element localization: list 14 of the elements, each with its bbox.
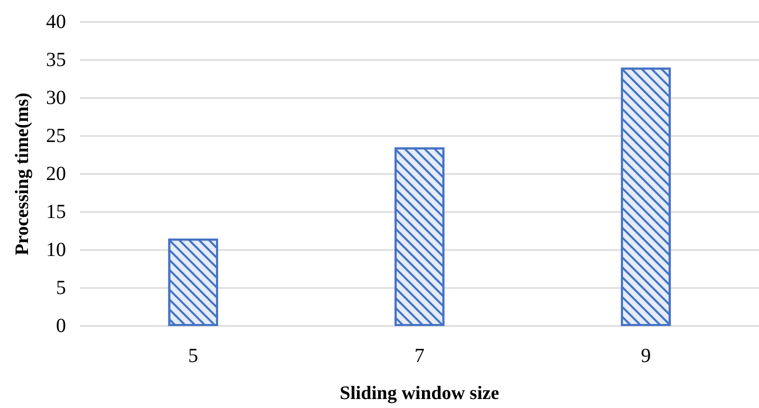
x-tick-label: 9 xyxy=(640,345,651,367)
y-tick-label: 20 xyxy=(46,163,66,185)
y-tick-label: 0 xyxy=(56,315,66,337)
y-tick-label: 10 xyxy=(46,239,66,261)
x-tick-label: 7 xyxy=(414,345,424,367)
y-tick-label: 35 xyxy=(46,49,66,71)
y-tick-label: 25 xyxy=(46,125,66,147)
y-axis-title: Processing time(ms) xyxy=(12,92,33,256)
y-tick-label: 30 xyxy=(46,87,66,109)
y-tick-label: 15 xyxy=(46,201,66,223)
x-tick-label: 5 xyxy=(188,345,198,367)
x-axis-title: Sliding window size xyxy=(340,383,500,404)
y-tick-label: 5 xyxy=(56,277,66,299)
y-tick-label: 40 xyxy=(46,11,66,33)
